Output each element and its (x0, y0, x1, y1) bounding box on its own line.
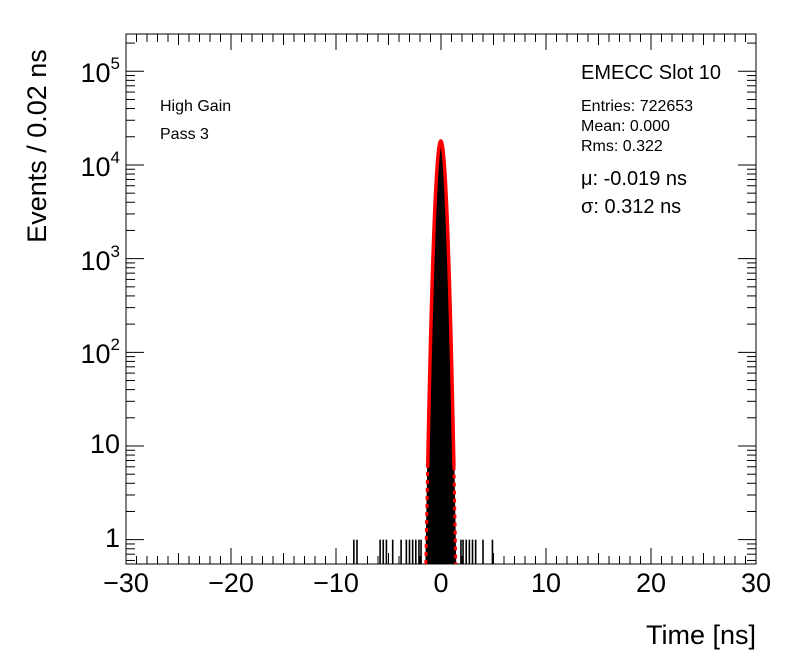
y-tick-label: 104 (80, 148, 120, 183)
y-tick-base: 10 (80, 339, 111, 370)
y-tick-label: 105 (80, 54, 120, 89)
fit-layer (424, 138, 458, 565)
y-tick-base: 1 (104, 522, 120, 553)
pass-label: Pass 3 (160, 126, 209, 143)
gain-label: High Gain (160, 98, 232, 115)
x-tick-label: −10 (313, 568, 359, 598)
y-tick-base: 10 (80, 151, 111, 182)
slot-label: EMECC Slot 10 (581, 62, 722, 84)
mean-stat: Mean: 0.000 (581, 118, 670, 135)
y-axis-label-text: Events / 0.02 ns (22, 49, 52, 243)
y-tick-exponent: 2 (110, 335, 120, 355)
fit-sigma: σ: 0.312 ns (581, 196, 682, 218)
y-tick-label: 102 (80, 335, 120, 370)
x-tick-label: 10 (530, 568, 562, 598)
fit-curve-dashed-left (424, 466, 430, 565)
histogram-layer (353, 140, 494, 565)
y-tick-exponent: 4 (110, 147, 120, 167)
y-tick-exponent: 5 (110, 54, 120, 74)
x-tick-label: 20 (635, 568, 667, 598)
y-tick-base: 10 (89, 428, 120, 459)
x-axis-label: Time [ns] (645, 620, 756, 650)
x-tick-label: 30 (740, 568, 772, 598)
y-tick-base: 10 (80, 245, 111, 276)
axis-ticks (125, 34, 757, 564)
fit-mu: μ: -0.019 ns (581, 168, 688, 190)
fit-curve-dashed-right (452, 466, 458, 565)
y-tick-label: 103 (80, 242, 120, 277)
rms-stat: Rms: 0.322 (581, 138, 663, 155)
x-tick-label: 0 (433, 568, 449, 598)
x-tick-label: −30 (103, 568, 149, 598)
entries-stat: Entries: 722653 (581, 98, 694, 115)
y-tick-exponent: 3 (110, 241, 120, 261)
y-tick-base: 10 (80, 58, 111, 89)
fit-curve (425, 138, 456, 467)
y-tick-label: 10 (90, 429, 120, 460)
x-tick-label: −20 (208, 568, 254, 598)
y-tick-label: 1 (105, 523, 120, 554)
